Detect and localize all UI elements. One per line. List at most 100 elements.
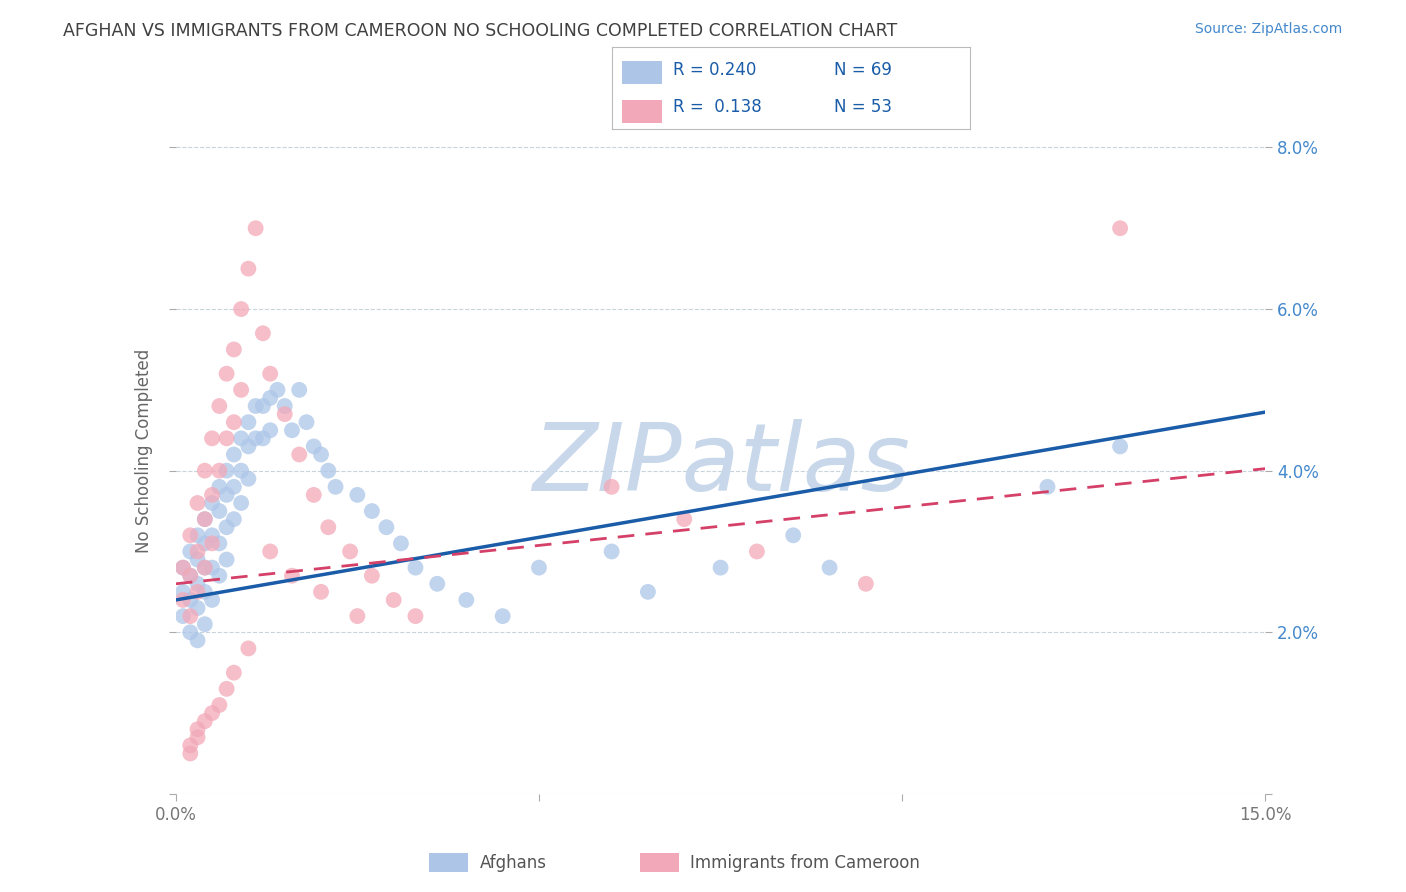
Point bbox=[215, 520, 238, 534]
Point bbox=[179, 609, 201, 624]
Point bbox=[637, 585, 659, 599]
Point bbox=[281, 568, 304, 582]
Point bbox=[259, 391, 281, 405]
Point bbox=[179, 568, 201, 582]
Point bbox=[339, 544, 361, 558]
Point bbox=[201, 528, 224, 542]
Text: Immigrants from Cameroon: Immigrants from Cameroon bbox=[690, 854, 920, 871]
Point bbox=[186, 731, 209, 745]
Text: AFGHAN VS IMMIGRANTS FROM CAMEROON NO SCHOOLING COMPLETED CORRELATION CHART: AFGHAN VS IMMIGRANTS FROM CAMEROON NO SC… bbox=[63, 22, 897, 40]
Point bbox=[238, 472, 260, 486]
Point bbox=[222, 480, 245, 494]
Point bbox=[222, 448, 245, 462]
Point bbox=[179, 747, 201, 761]
Text: Afghans: Afghans bbox=[479, 854, 547, 871]
Point bbox=[231, 431, 253, 445]
Point bbox=[302, 439, 325, 453]
Point bbox=[245, 221, 267, 235]
Point bbox=[600, 544, 623, 558]
Point bbox=[194, 512, 217, 526]
Point bbox=[375, 520, 398, 534]
Point bbox=[215, 488, 238, 502]
Point bbox=[302, 488, 325, 502]
Text: N = 69: N = 69 bbox=[834, 62, 891, 79]
Point bbox=[172, 560, 194, 574]
Point bbox=[186, 601, 209, 615]
Point bbox=[201, 488, 224, 502]
Point bbox=[238, 415, 260, 429]
Point bbox=[245, 431, 267, 445]
Point bbox=[186, 496, 209, 510]
Point bbox=[382, 593, 405, 607]
Point bbox=[194, 464, 217, 478]
Point bbox=[208, 464, 231, 478]
Point bbox=[231, 496, 253, 510]
Point bbox=[201, 536, 224, 550]
Point bbox=[325, 480, 347, 494]
Point bbox=[238, 439, 260, 453]
Point bbox=[231, 301, 253, 316]
Point bbox=[222, 665, 245, 680]
Point bbox=[194, 714, 217, 728]
Point bbox=[266, 383, 288, 397]
Point bbox=[179, 739, 201, 753]
Point bbox=[1036, 480, 1059, 494]
Point bbox=[215, 552, 238, 566]
Text: N = 53: N = 53 bbox=[834, 98, 891, 116]
Point bbox=[194, 512, 217, 526]
Point bbox=[782, 528, 804, 542]
Point bbox=[295, 415, 318, 429]
Point bbox=[346, 609, 368, 624]
Point bbox=[222, 415, 245, 429]
Point bbox=[186, 723, 209, 737]
Point bbox=[745, 544, 768, 558]
Point bbox=[194, 617, 217, 632]
Point bbox=[274, 407, 297, 421]
Point bbox=[208, 568, 231, 582]
Point bbox=[309, 448, 332, 462]
Point bbox=[492, 609, 515, 624]
Point bbox=[309, 585, 332, 599]
Point bbox=[710, 560, 733, 574]
Point bbox=[318, 520, 340, 534]
Point bbox=[274, 399, 297, 413]
Point bbox=[186, 544, 209, 558]
Point bbox=[288, 448, 311, 462]
Point bbox=[288, 383, 311, 397]
Point bbox=[281, 423, 304, 437]
Point bbox=[527, 560, 550, 574]
Bar bbox=[623, 62, 662, 84]
Point bbox=[318, 464, 340, 478]
Point bbox=[208, 399, 231, 413]
Point bbox=[179, 528, 201, 542]
Point bbox=[360, 568, 382, 582]
Text: R = 0.240: R = 0.240 bbox=[672, 62, 756, 79]
Point bbox=[360, 504, 382, 518]
Point bbox=[179, 593, 201, 607]
Text: Source: ZipAtlas.com: Source: ZipAtlas.com bbox=[1195, 22, 1343, 37]
Point bbox=[238, 261, 260, 276]
Y-axis label: No Schooling Completed: No Schooling Completed bbox=[135, 349, 153, 552]
Point bbox=[172, 609, 194, 624]
Point bbox=[252, 326, 274, 341]
Point bbox=[252, 399, 274, 413]
Point bbox=[426, 576, 449, 591]
Point bbox=[245, 399, 267, 413]
Point bbox=[252, 431, 274, 445]
Point bbox=[259, 423, 281, 437]
Point bbox=[215, 681, 238, 696]
Point bbox=[201, 496, 224, 510]
Point bbox=[222, 512, 245, 526]
Point bbox=[186, 633, 209, 648]
Point bbox=[179, 544, 201, 558]
Point bbox=[222, 343, 245, 357]
Point bbox=[208, 504, 231, 518]
Point bbox=[673, 512, 696, 526]
Point bbox=[1109, 439, 1132, 453]
Point bbox=[201, 593, 224, 607]
Point bbox=[172, 585, 194, 599]
Point bbox=[186, 585, 209, 599]
Point bbox=[201, 706, 224, 720]
Point bbox=[194, 536, 217, 550]
Point bbox=[456, 593, 478, 607]
